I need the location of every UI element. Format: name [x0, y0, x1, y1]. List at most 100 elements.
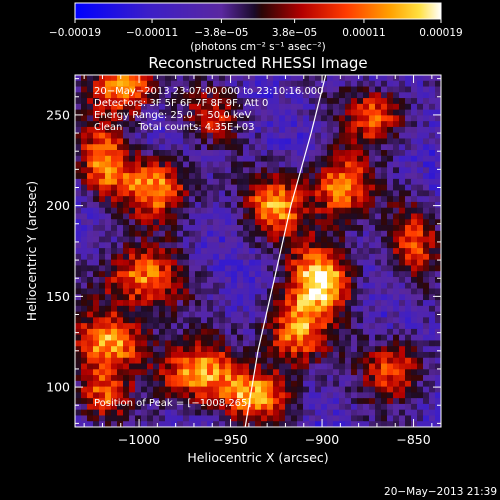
- heatmap-cell: [351, 328, 358, 336]
- heatmap-cell: [117, 161, 124, 168]
- heatmap-cell: [105, 161, 112, 168]
- heatmap-cell: [177, 334, 184, 342]
- heatmap-cell: [411, 323, 418, 330]
- heatmap-cell: [363, 398, 370, 405]
- heatmap-cell: [177, 294, 184, 301]
- heatmap-cell: [429, 398, 436, 405]
- heatmap-cell: [345, 294, 352, 301]
- heatmap-cell: [159, 173, 166, 180]
- heatmap-cell: [387, 259, 394, 267]
- heatmap-cell: [399, 271, 406, 278]
- heatmap-cell: [255, 178, 262, 186]
- heatmap-cell: [195, 288, 202, 295]
- heatmap-cell: [387, 328, 394, 336]
- heatmap-cell: [255, 150, 262, 157]
- heatmap-cell: [369, 225, 376, 232]
- heatmap-cell: [261, 225, 268, 232]
- heatmap-cell: [183, 92, 190, 99]
- heatmap-cell: [315, 242, 322, 249]
- heatmap-cell: [231, 294, 238, 301]
- heatmap-cell: [315, 259, 322, 267]
- heatmap-cell: [393, 115, 400, 122]
- heatmap-cell: [189, 328, 196, 336]
- heatmap-cell: [321, 288, 328, 295]
- heatmap-cell: [153, 144, 160, 151]
- heatmap-cell: [93, 80, 100, 88]
- heatmap-cell: [351, 305, 358, 313]
- heatmap-cell: [327, 178, 334, 186]
- heatmap-cell: [153, 207, 160, 215]
- heatmap-cell: [309, 369, 316, 376]
- heatmap-cell: [165, 219, 172, 226]
- heatmap-cell: [285, 328, 292, 336]
- heatmap-cell: [375, 132, 382, 140]
- heatmap-cell: [147, 155, 154, 163]
- heatmap-cell: [147, 248, 154, 255]
- heatmap-cell: [387, 132, 394, 140]
- heatmap-cell: [369, 346, 376, 353]
- heatmap-cell: [135, 80, 142, 88]
- heatmap-cell: [387, 109, 394, 116]
- heatmap-cell: [387, 98, 394, 105]
- heatmap-cell: [381, 92, 388, 99]
- heatmap-cell: [363, 92, 370, 99]
- heatmap-cell: [219, 386, 226, 393]
- heatmap-cell: [363, 271, 370, 278]
- heatmap-cell: [93, 86, 100, 93]
- colorbar-tick-label: 3.8e−05: [272, 27, 317, 39]
- heatmap-cell: [429, 403, 436, 411]
- heatmap-cell: [93, 230, 100, 238]
- heatmap-cell: [375, 173, 382, 180]
- heatmap-cell: [369, 386, 376, 393]
- heatmap-cell: [237, 259, 244, 267]
- heatmap-cell: [171, 311, 178, 318]
- heatmap-cell: [207, 173, 214, 180]
- heatmap-cell: [165, 248, 172, 255]
- heatmap-cell: [255, 230, 262, 238]
- heatmap-cell: [135, 305, 142, 313]
- heatmap-cell: [309, 109, 316, 116]
- heatmap-cell: [171, 265, 178, 272]
- heatmap-cell: [333, 357, 340, 365]
- heatmap-cell: [399, 167, 406, 174]
- heatmap-cell: [195, 386, 202, 393]
- heatmap-cell: [87, 311, 94, 318]
- heatmap-cell: [309, 121, 316, 128]
- heatmap-cell: [177, 144, 184, 151]
- heatmap-cell: [291, 126, 298, 134]
- heatmap-cell: [123, 409, 130, 417]
- heatmap-cell: [93, 305, 100, 313]
- heatmap-cell: [129, 92, 136, 99]
- heatmap-cell: [105, 340, 112, 347]
- heatmap-cell: [261, 357, 268, 365]
- heatmap-cell: [213, 346, 220, 353]
- heatmap-cell: [231, 311, 238, 318]
- heatmap-cell: [417, 259, 424, 267]
- heatmap-cell: [129, 276, 136, 284]
- heatmap-cell: [183, 126, 190, 134]
- heatmap-cell: [417, 415, 424, 422]
- heatmap-cell: [297, 334, 304, 342]
- heatmap-cell: [165, 403, 172, 411]
- heatmap-cell: [381, 294, 388, 301]
- heatmap-cell: [195, 357, 202, 365]
- heatmap-cell: [411, 300, 418, 307]
- heatmap-cell: [255, 207, 262, 215]
- heatmap-cell: [147, 386, 154, 393]
- heatmap-cell: [81, 346, 88, 353]
- heatmap-cell: [171, 121, 178, 128]
- heatmap-cell: [429, 334, 436, 342]
- heatmap-cell: [321, 276, 328, 284]
- heatmap-cell: [117, 86, 124, 93]
- heatmap-cell: [321, 346, 328, 353]
- heatmap-cell: [93, 121, 100, 128]
- heatmap-cell: [177, 323, 184, 330]
- heatmap-cell: [345, 144, 352, 151]
- heatmap-cell: [399, 403, 406, 411]
- heatmap-cell: [339, 150, 346, 157]
- heatmap-cell: [231, 178, 238, 186]
- heatmap-cell: [123, 161, 130, 168]
- heatmap-cell: [387, 190, 394, 197]
- heatmap-cell: [393, 219, 400, 226]
- heatmap-cell: [309, 276, 316, 284]
